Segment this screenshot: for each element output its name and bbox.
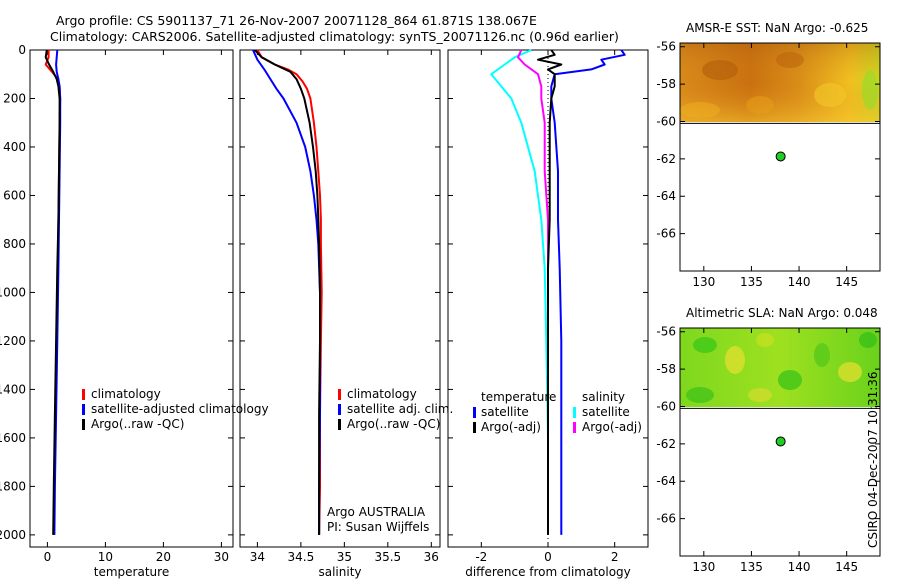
- temperature-ytick-label: 200: [3, 91, 26, 105]
- temperature-xtick-label: 20: [156, 550, 171, 564]
- difference-xaxis-label: difference from climatology: [465, 565, 631, 579]
- sla-map-panel: Altimetric SLA: NaN Argo: 0.048 -56 -58 -60…: [656, 306, 881, 574]
- temperature-axes-frame: [29, 49, 234, 548]
- sla-heatmap-patches: [686, 332, 877, 403]
- salinity-series-line-0: [256, 49, 323, 535]
- sst-heatmap-patches: [680, 52, 878, 118]
- salinity-xaxis-label: salinity: [318, 565, 361, 579]
- temperature-xtick-label: 10: [98, 550, 113, 564]
- difference-series-line-1: [490, 49, 549, 535]
- difference-series-line-3: [537, 49, 563, 535]
- salinity-legend-swatch: [338, 419, 341, 430]
- salinity-profile-panel: 34 34.5 35 35.5 36 salinity climatologysatelli…: [239, 49, 453, 579]
- salinity-xtick-label: 35.5: [374, 550, 401, 564]
- salinity-xtick-label: 36: [424, 550, 439, 564]
- difference-legend-swatch: [473, 422, 476, 433]
- difference-legend-label: Argo(-adj): [582, 420, 642, 434]
- difference-legend-label: Argo(-adj): [481, 420, 541, 434]
- difference-legend-label: satellite: [481, 405, 529, 419]
- salinity-series-line-2: [254, 49, 321, 535]
- sst_map-xtick-label: 135: [740, 275, 763, 289]
- sst-map-panel: AMSR-E SST: NaN Argo: -0.625 -56 -58 -60 -62…: [656, 21, 881, 289]
- sst_map-title: AMSR-E SST: NaN Argo: -0.625: [686, 21, 868, 35]
- sla_map-xtick-label: 130: [692, 560, 715, 574]
- sla_map-ytick-label: -64: [656, 474, 676, 488]
- temperature-ytick-label: 1000: [0, 285, 26, 299]
- temperature-xtick-label: 30: [214, 550, 229, 564]
- difference-legend-label: satellite: [582, 405, 630, 419]
- sla_map-ytick-label: -58: [656, 362, 676, 376]
- sst_map-axes-frame: [679, 42, 881, 272]
- sla_map-ytick-label: -66: [656, 512, 676, 526]
- difference-series-line-0: [550, 49, 626, 535]
- temperature-ytick-label: 1200: [0, 334, 26, 348]
- temperature-xaxis-label: temperature: [94, 565, 169, 579]
- temperature-legend-label: climatology: [91, 387, 161, 401]
- difference-xtick-label: 2: [611, 550, 619, 564]
- salinity-legend-swatch: [338, 404, 341, 415]
- sst_map-ytick-label: -62: [656, 152, 676, 166]
- sst_map-ytick-label: -60: [656, 114, 676, 128]
- sla_map-title: Altimetric SLA: NaN Argo: 0.048: [686, 306, 878, 320]
- sla_map-ytick-label: -60: [656, 399, 676, 413]
- sla_map-xtick-label: 145: [835, 560, 858, 574]
- temperature-ytick-label: 1600: [0, 431, 26, 445]
- sst_map-ytick-label: -64: [656, 189, 676, 203]
- temperature-legend-swatch: [82, 419, 85, 430]
- difference-xtick-label: 0: [544, 550, 552, 564]
- salinity-annotation: PI: Susan Wijffels: [327, 520, 429, 534]
- salinity-legend-label: climatology: [347, 387, 417, 401]
- salinity-xtick-label: 34.5: [288, 550, 315, 564]
- temperature-ytick-label: 600: [3, 188, 26, 202]
- sla_map-xtick-label: 140: [788, 560, 811, 574]
- temperature-ytick-label: 400: [3, 140, 26, 154]
- salinity-legend-label: Argo(..raw -QC): [347, 417, 440, 431]
- salinity-xtick-label: 35: [337, 550, 352, 564]
- sst_map-xtick-label: 145: [835, 275, 858, 289]
- temperature-ytick-label: 800: [3, 237, 26, 251]
- salinity-legend-label: satellite adj. clim.: [347, 402, 453, 416]
- sla_map-ytick-label: -62: [656, 437, 676, 451]
- sst_map-ytick-label: -66: [656, 227, 676, 241]
- sst_map-ytick-label: -58: [656, 77, 676, 91]
- salinity-legend-swatch: [338, 389, 341, 400]
- temperature-legend-label: satellite-adjusted climatology: [91, 402, 269, 416]
- sla_map-xtick-label: 135: [740, 560, 763, 574]
- temperature-xtick-label: 0: [44, 550, 52, 564]
- salinity-axes-frame: [239, 49, 441, 548]
- temperature-ytick-label: 0: [18, 43, 26, 57]
- sst_map-xtick-label: 130: [692, 275, 715, 289]
- sla_map-float-marker: [775, 436, 786, 447]
- temperature-profile-panel: 0 200 400 600 800 1000 1200 1400 1600 1800 2000 0 10…: [0, 43, 269, 579]
- sst_map-ytick-label: -56: [656, 40, 676, 54]
- difference-xtick-label: -2: [475, 550, 487, 564]
- difference-legend-header-temperature: temperature: [481, 390, 556, 404]
- difference-legend-header-salinity: salinity: [582, 390, 625, 404]
- temperature-ytick-label: 1400: [0, 382, 26, 396]
- sst_map-float-marker: [775, 151, 786, 162]
- difference-series-line-2: [517, 49, 549, 535]
- credit-timestamp: CSIRO 04-Dec-2007 10:31:36: [866, 371, 880, 548]
- salinity-annotation: Argo AUSTRALIA: [327, 505, 426, 519]
- salinity-xtick-label: 34: [250, 550, 265, 564]
- temperature-legend-label: Argo(..raw -QC): [91, 417, 184, 431]
- temperature-series-line-2: [44, 49, 61, 535]
- figure-title-line1: Argo profile: CS 5901137_71 26-Nov-2007 …: [56, 13, 537, 28]
- sla_map-ytick-label: -56: [656, 325, 676, 339]
- sla_map-axes-frame: [679, 327, 881, 557]
- temperature-legend-swatch: [82, 404, 85, 415]
- temperature-ytick-label: 1800: [0, 479, 26, 493]
- difference-legend-swatch: [573, 422, 576, 433]
- figure-title-line2: Climatology: CARS2006. Satellite-adjuste…: [50, 29, 619, 44]
- difference-legend-swatch: [573, 407, 576, 418]
- temperature-legend-swatch: [82, 389, 85, 400]
- sst_map-xtick-label: 140: [788, 275, 811, 289]
- temperature-ytick-label: 2000: [0, 528, 26, 542]
- difference-legend-swatch: [473, 407, 476, 418]
